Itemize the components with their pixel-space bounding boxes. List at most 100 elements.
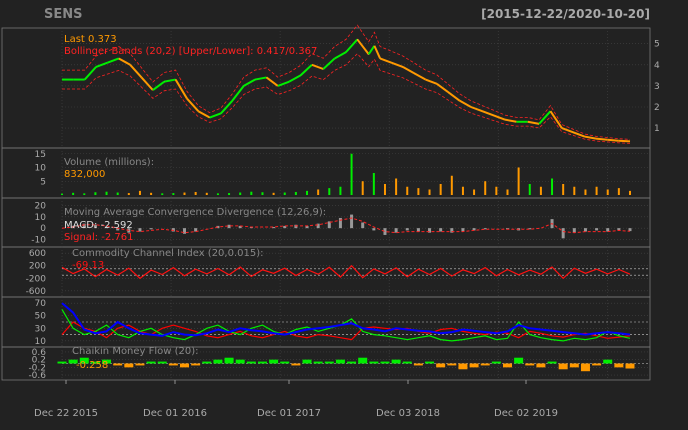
price-segment (311, 63, 324, 70)
price-segment (413, 72, 427, 81)
cci-legend-value: -69.13 (72, 260, 104, 271)
price-segment (277, 80, 290, 87)
chaikin-legend-value: -0.258 (76, 360, 108, 371)
y-tick-volume-2: 15 (35, 150, 46, 160)
price-panel (62, 24, 631, 144)
y-tick-price-2: 3 (654, 82, 660, 92)
price-segment (209, 112, 222, 119)
y-tick-dmi-0: 10 (35, 337, 47, 347)
price-segment (254, 76, 267, 81)
y-tick-cci-3: 600 (29, 249, 46, 259)
bollinger-upper-line (62, 24, 631, 140)
y-tick-dmi-3: 70 (35, 299, 47, 309)
price-segment (174, 79, 188, 100)
price-segment (595, 137, 608, 141)
price-segment (152, 80, 165, 91)
price-legend-bbands: Bollinger Bands (20,2) [Upper/Lower]: 0.… (64, 46, 317, 57)
x-tick-label-0: Dec 22 2015 (34, 408, 98, 419)
x-axis-ticks: Dec 22 2015 Dec 01 2016 Dec 01 2017 Dec 03 … (34, 380, 558, 419)
price-segment (243, 78, 256, 87)
date-range: [2015-12-22/2020-10-20] (481, 7, 650, 21)
price-segment (220, 99, 234, 115)
price-segment (186, 97, 200, 112)
price-segment (549, 110, 563, 129)
y-tick-chaikin-3: 0.6 (32, 348, 47, 358)
price-segment (373, 45, 381, 59)
price-segment (436, 82, 449, 94)
price-segment (231, 85, 245, 102)
macd-legend-title: Moving Average Convergence Divergence (1… (64, 207, 326, 218)
y-tick-dmi-1: 30 (35, 324, 47, 334)
volume-legend-title: Volume (millions): (64, 157, 154, 168)
price-segment (561, 127, 574, 134)
bollinger-lower-line (62, 53, 631, 144)
panel-frame-chaikin (1, 346, 651, 381)
price-segment (584, 135, 597, 140)
price-segment (95, 61, 108, 68)
y-tick-dmi-2: 50 (35, 312, 47, 322)
price-segment (425, 78, 438, 85)
price-segment (129, 64, 143, 79)
price-segment (538, 110, 552, 125)
volume-panel (61, 153, 631, 195)
price-segment (288, 74, 302, 83)
y-tick-cci-2: 200 (29, 262, 46, 272)
volume-legend-value: 832,000 (64, 169, 105, 180)
price-segment (118, 57, 131, 66)
price-segment (470, 106, 483, 113)
y-tick-macd-2: 10 (35, 213, 47, 223)
x-tick-label-4: Dec 02 2019 (494, 408, 558, 419)
y-tick-chaikin-2: 0.2 (32, 356, 46, 366)
x-tick-label-3: Dec 03 2018 (376, 408, 440, 419)
price-segment (607, 138, 619, 142)
y-tick-cci-1: -200 (26, 274, 47, 284)
price-segment (402, 66, 415, 75)
y-tick-chaikin-0: -0.6 (28, 371, 46, 381)
price-segment (481, 110, 495, 117)
price-segment (107, 57, 120, 64)
price-segment (265, 76, 279, 87)
cci-legend-title: Commodity Channel Index (20,0.015): (72, 248, 264, 259)
chart-title: SENS (44, 7, 83, 22)
price-legend-last: Last 0.373 (64, 34, 117, 45)
cci-panel (61, 264, 650, 280)
cci-line (61, 264, 631, 280)
price-segment (299, 64, 313, 77)
plus-di-line (61, 309, 631, 342)
y-tick-macd-1: 0 (40, 224, 46, 234)
macd-legend-signal: Signal: -2.761 (64, 232, 134, 243)
price-segment (391, 61, 404, 68)
panel-frames (1, 27, 651, 381)
price-segment (493, 114, 506, 121)
price-segment (459, 99, 472, 108)
price-segment (140, 76, 154, 91)
x-tick-label-2: Dec 01 2017 (257, 408, 321, 419)
y-tick-chaikin-1: -0.2 (28, 363, 46, 373)
y-axis-ticks: 1234551015-1001020-600-20020060010305070… (26, 40, 660, 381)
price-segment (618, 139, 631, 143)
y-tick-price-1: 2 (654, 103, 660, 113)
adx-line (61, 302, 631, 337)
y-tick-cci-0: -600 (26, 287, 47, 297)
price-segment (322, 57, 336, 70)
y-tick-price-0: 1 (654, 124, 660, 134)
price-segment (447, 91, 461, 102)
macd-panel (61, 214, 632, 239)
price-segment (356, 38, 370, 55)
price-segment (197, 110, 211, 119)
price-segment (83, 66, 97, 81)
macd-legend-macd: MACD: -2.592 (64, 220, 133, 231)
y-tick-macd-0: -10 (31, 235, 46, 245)
price-segment (572, 131, 585, 138)
chaikin-legend-title: Chaikin Money Flow (20): (72, 346, 199, 357)
y-tick-price-4: 5 (654, 40, 660, 50)
y-tick-volume-0: 5 (40, 177, 46, 187)
macd-signal-line (61, 217, 631, 234)
price-segment (527, 120, 540, 125)
y-tick-macd-3: 20 (35, 202, 47, 212)
price-segment (367, 45, 376, 55)
y-tick-volume-1: 10 (35, 164, 47, 174)
